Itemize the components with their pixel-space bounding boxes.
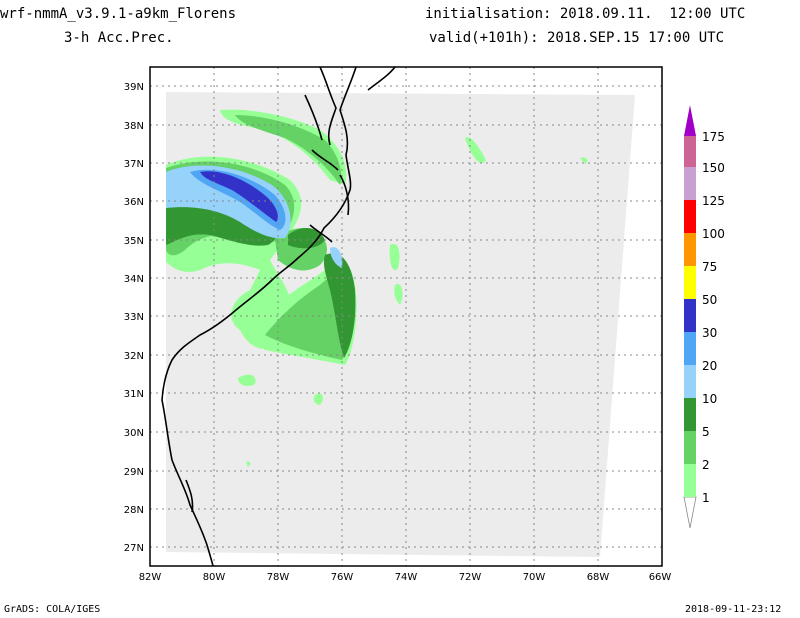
colorbar-box — [684, 332, 696, 365]
lon-label: 82W — [139, 572, 162, 583]
precip-area — [246, 461, 251, 467]
lon-label: 74W — [395, 572, 418, 583]
precip-fields — [166, 109, 588, 467]
colorbar-under-arrow — [683, 496, 697, 529]
lat-label: 34N — [124, 274, 144, 285]
precip-area — [465, 137, 486, 164]
colorbar: 1 2 5 10 20 30 50 75 100 125 150 175 — [683, 105, 725, 529]
colorbar-label: 20 — [702, 359, 717, 373]
lat-label: 35N — [124, 236, 144, 247]
colorbar-box — [684, 431, 696, 464]
colorbar-label: 10 — [702, 392, 717, 406]
precip-area — [235, 115, 342, 185]
precip-area — [200, 171, 278, 222]
precip-area — [190, 169, 286, 230]
init-time: initialisation: 2018.09.11. 12:00 UTC — [425, 6, 746, 22]
precip-area — [330, 247, 343, 268]
colorbar-box — [684, 136, 696, 167]
colorbar-label: 2 — [702, 458, 710, 472]
precip-area — [166, 165, 291, 239]
lon-label: 70W — [523, 572, 546, 583]
lon-label: 76W — [331, 572, 354, 583]
colorbar-label: 150 — [702, 161, 725, 175]
lat-label: 38N — [124, 121, 144, 132]
lon-label: 78W — [267, 572, 290, 583]
lat-label: 32N — [124, 351, 144, 362]
lat-label: 29N — [124, 467, 144, 478]
precip-area — [394, 284, 403, 305]
map-frame — [149, 66, 663, 567]
precip-area — [265, 276, 350, 360]
colorbar-box — [684, 167, 696, 200]
lon-axis: 82W 80W 78W 76W 74W 72W 70W 68W 66W — [139, 572, 672, 583]
footer-timestamp: 2018-09-11-23:12 — [685, 604, 782, 615]
colorbar-label: 1 — [702, 491, 710, 505]
coastline — [161, 66, 396, 567]
lat-label: 30N — [124, 428, 144, 439]
colorbar-box — [684, 266, 696, 299]
colorbar-label: 50 — [702, 293, 717, 307]
lat-label: 39N — [124, 82, 144, 93]
precip-area — [313, 393, 323, 405]
valid-time: valid(+101h): 2018.SEP.15 17:00 UTC — [429, 30, 725, 46]
lon-label: 72W — [459, 572, 482, 583]
lat-label: 36N — [124, 197, 144, 208]
model-title: wrf-nmmA_v3.9.1-a9km_Florens — [0, 6, 237, 22]
colorbar-box — [684, 365, 696, 398]
precip-area — [238, 374, 256, 386]
colorbar-box — [684, 299, 696, 332]
colorbar-box — [684, 200, 696, 233]
lon-label: 66W — [649, 572, 672, 583]
lat-label: 31N — [124, 389, 144, 400]
precip-area — [323, 253, 356, 358]
lat-lon-grid — [150, 67, 662, 566]
colorbar-box — [684, 464, 696, 497]
lon-label: 68W — [587, 572, 610, 583]
colorbar-label: 30 — [702, 326, 717, 340]
lat-label: 27N — [124, 543, 144, 554]
lat-label: 33N — [124, 312, 144, 323]
lat-label: 28N — [124, 505, 144, 516]
colorbar-label: 75 — [702, 260, 717, 274]
colorbar-over-arrow — [684, 105, 696, 136]
colorbar-label: 100 — [702, 227, 725, 241]
colorbar-label: 175 — [702, 130, 725, 144]
precip-area — [389, 243, 400, 271]
precip-area — [288, 228, 325, 249]
lat-label: 37N — [124, 159, 144, 170]
colorbar-label: 5 — [702, 425, 710, 439]
variable-label: 3-h Acc.Prec. — [64, 30, 174, 46]
precip-area — [580, 157, 588, 164]
lat-axis: 39N 38N 37N 36N 35N 34N 33N 32N 31N 30N … — [124, 82, 144, 554]
lon-label: 80W — [203, 572, 226, 583]
colorbar-label: 125 — [702, 194, 725, 208]
footer-credit: GrADS: COLA/IGES — [4, 604, 101, 615]
precip-area — [220, 109, 347, 185]
colorbar-box — [684, 398, 696, 431]
colorbar-box — [684, 233, 696, 266]
